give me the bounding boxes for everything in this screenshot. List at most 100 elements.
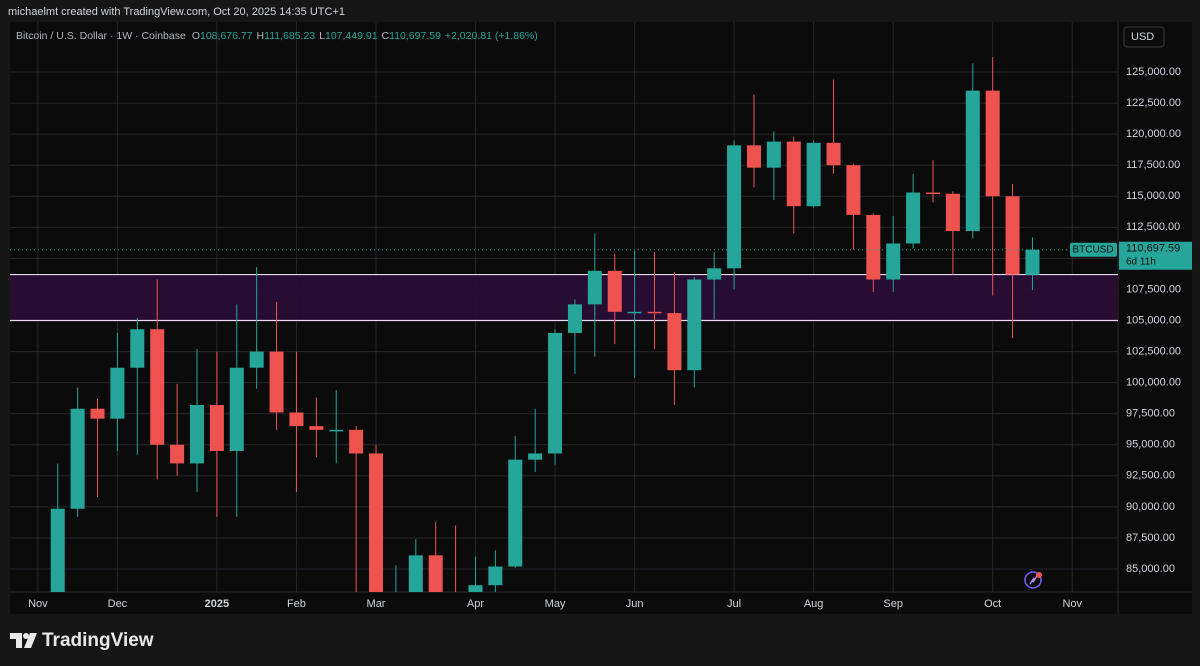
candle-body [587, 270, 602, 305]
candle-body [766, 141, 781, 168]
candle-body [50, 508, 65, 592]
candle-body [667, 313, 682, 371]
symbol: Bitcoin / U.S. Dollar · 1W · Coinbase [16, 30, 186, 42]
open: 108,676.77 [200, 30, 253, 42]
candle-body [369, 453, 384, 592]
candle-body [170, 444, 185, 464]
y-tick-label: 100,000.00 [1126, 377, 1181, 389]
x-tick-label: Nov [1062, 598, 1082, 610]
candle-body [189, 405, 204, 464]
candle-body [965, 90, 980, 232]
x-tick-label: Apr [467, 598, 484, 610]
x-tick-label: Aug [804, 598, 824, 610]
y-tick-label: 95,000.00 [1126, 439, 1175, 451]
x-tick-label: Mar [367, 598, 386, 610]
price-tag-label: 110,697.59 [1126, 243, 1180, 255]
candle-body [727, 145, 742, 269]
overlay: 85,000.00 87,500.00 90,000.00 92,500.00 95,0… [10, 66, 1192, 610]
y-tick-label: 112,500.00 [1126, 221, 1180, 233]
x-tick-label: Feb [287, 598, 306, 610]
candle-body [508, 459, 523, 567]
symbol-tag-label: BTCUSD [1072, 244, 1113, 255]
candle-body [866, 214, 881, 280]
x-tick-label: Jun [626, 598, 644, 610]
x-tick-label: Dec [108, 598, 128, 610]
candle-body [468, 585, 483, 592]
low: 107,449.91 [325, 30, 378, 42]
candle-body [806, 142, 821, 207]
candle-body [70, 408, 85, 509]
y-tick-label: 97,500.00 [1126, 408, 1175, 420]
candle-body [746, 145, 761, 168]
currency[interactable]: USD [1131, 31, 1154, 43]
credit: michaelmt created with TradingView.com, … [8, 6, 345, 18]
candle-body [1005, 196, 1020, 275]
snapshot-icon[interactable] [1024, 571, 1042, 589]
zone-fill [10, 274, 1118, 321]
candle-body [945, 193, 960, 232]
time-axis-background [10, 592, 1118, 614]
candle-body [647, 311, 662, 314]
y-tick-label: 92,500.00 [1126, 470, 1175, 482]
currency-box[interactable] [1123, 26, 1165, 48]
y-tick-label: 122,500.00 [1126, 97, 1181, 109]
candle-body [567, 304, 582, 333]
y-tick-label: 105,000.00 [1126, 314, 1181, 326]
candle-body [548, 332, 563, 454]
candle-body [846, 165, 861, 215]
candle-body [229, 367, 244, 451]
candle-body [488, 566, 503, 586]
y-tick-label: 120,000.00 [1126, 128, 1181, 140]
o-key: O [192, 30, 200, 42]
symbol-tag [1070, 242, 1117, 257]
candle-body [269, 351, 284, 413]
candle-body [428, 555, 443, 592]
y-tick-label: 87,500.00 [1126, 532, 1175, 544]
candle-body [249, 351, 264, 368]
brand-logo [10, 633, 37, 648]
candle-body [408, 555, 423, 592]
candle-body [786, 141, 801, 207]
candle-body [1025, 249, 1040, 275]
y-tick-label: 102,500.00 [1126, 345, 1181, 357]
candle-body [289, 412, 304, 427]
brand: TradingView [42, 630, 154, 651]
candle-body [926, 192, 941, 195]
x-tick-label: May [545, 598, 566, 610]
x-tick-label: Jul [727, 598, 741, 610]
candle-body [150, 329, 165, 445]
l-key: L [319, 30, 325, 42]
candle-body [90, 408, 105, 419]
candle-body [130, 329, 145, 368]
candle-body [906, 192, 921, 244]
candle-body [528, 453, 543, 460]
y-tick-label: 117,500.00 [1126, 159, 1180, 171]
candle-body [985, 90, 1000, 197]
close: 110,697.59 [389, 30, 441, 42]
high: 111,685.23 [264, 30, 315, 42]
zone [10, 273, 1118, 322]
candle-body [349, 429, 364, 454]
candle-body [687, 279, 702, 371]
candle-body [627, 311, 642, 314]
candle-body [607, 270, 622, 312]
y-tick-label: 107,500.00 [1126, 283, 1181, 295]
y-tick-label: 85,000.00 [1126, 563, 1175, 575]
candle-body [309, 426, 324, 430]
x-tick-label: Oct [984, 598, 1001, 610]
price-tag [1119, 241, 1192, 270]
candle-body [329, 429, 344, 432]
candle-body [209, 405, 224, 451]
candle-body [707, 268, 722, 280]
legend: Bitcoin / U.S. Dollar · 1W · Coinbase O10… [16, 30, 538, 42]
countdown: 6d 11h [1126, 256, 1156, 267]
candle-body [110, 367, 125, 419]
candles [50, 57, 1040, 592]
candle-body [826, 142, 841, 166]
price-axis-background [1118, 22, 1192, 614]
y-tick-label: 125,000.00 [1126, 66, 1181, 78]
x-tick-label: Nov [28, 598, 48, 610]
x-tick-label: 2025 [205, 598, 229, 610]
x-tick-label: Sep [883, 598, 903, 610]
